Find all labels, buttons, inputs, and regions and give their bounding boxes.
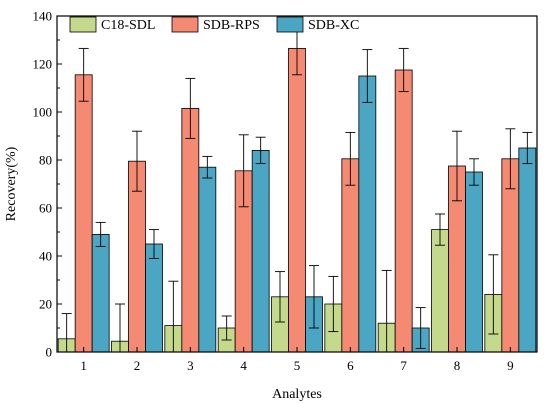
y-axis-title: Recovery(%) — [4, 146, 19, 221]
legend-label-c18-sdl: C18-SDL — [101, 18, 155, 33]
bar-sdb-xc-3 — [198, 166, 217, 353]
y-tick-label-120: 120 — [33, 57, 53, 72]
bar-sdb-xc-6 — [358, 75, 377, 353]
x-tick-label-2: 2 — [134, 358, 141, 373]
error-bar-sdb-rps-1 — [78, 47, 89, 102]
error-bar-sdb-rps-3 — [185, 77, 196, 139]
y-tick-label-0: 0 — [46, 345, 53, 360]
y-tick-label-20: 20 — [39, 297, 52, 312]
error-bar-sdb-xc-7 — [415, 307, 426, 349]
error-bar-sdb-rps-8 — [452, 130, 462, 202]
bar-c18-sdl-8 — [431, 229, 449, 353]
error-bar-c18-sdl-6 — [328, 275, 339, 333]
error-bar-c18-sdl-4 — [221, 315, 232, 341]
legend-item-c18-sdl: C18-SDL — [69, 16, 155, 33]
error-bar-sdb-rps-4 — [238, 134, 249, 208]
error-bars-layer — [61, 21, 533, 353]
error-bar-sdb-xc-1 — [95, 221, 106, 247]
legend-swatch-sdb-rps — [171, 16, 199, 33]
legend-item-sdb-xc: SDB-XC — [276, 16, 359, 33]
y-tick-label-140: 140 — [33, 9, 53, 24]
legend-label-sdb-rps: SDB-RPS — [203, 18, 260, 33]
error-bar-sdb-rps-2 — [132, 130, 142, 192]
bar-sdb-xc-8 — [465, 171, 483, 353]
y-tick-label-100: 100 — [33, 105, 53, 120]
error-bar-sdb-rps-7 — [398, 47, 409, 93]
error-bar-c18-sdl-5 — [275, 271, 285, 323]
bar-sdb-rps-7 — [394, 69, 413, 353]
x-axis-title: Analytes — [272, 387, 322, 402]
legend-item-sdb-rps: SDB-RPS — [171, 16, 260, 33]
x-tick-label-5: 5 — [294, 358, 301, 373]
x-tick-label-8: 8 — [454, 358, 461, 373]
x-tick-label-7: 7 — [400, 358, 407, 373]
legend-swatch-c18-sdl — [69, 16, 97, 33]
legend-label-sdb-xc: SDB-XC — [308, 18, 359, 33]
error-bar-sdb-xc-9 — [522, 131, 533, 165]
x-tick-label-1: 1 — [80, 358, 87, 373]
bar-sdb-xc-2 — [145, 243, 163, 353]
legend: C18-SDL SDB-RPS SDB-XC — [69, 16, 359, 33]
legend-swatch-sdb-xc — [276, 16, 304, 33]
y-tick-label-80: 80 — [39, 153, 52, 168]
y-tick-label-60: 60 — [39, 201, 52, 216]
bar-sdb-rps-6 — [341, 158, 360, 353]
error-bar-sdb-xc-2 — [149, 229, 159, 259]
x-tick-label-9: 9 — [507, 358, 514, 373]
bar-sdb-xc-9 — [518, 147, 537, 353]
bar-sdb-xc-4 — [251, 149, 270, 353]
bar-sdb-rps-1 — [74, 74, 93, 353]
x-axis: 1 2 3 4 5 6 7 8 9 — [80, 347, 514, 373]
x-tick-label-6: 6 — [347, 358, 354, 373]
error-bar-sdb-xc-6 — [362, 49, 373, 103]
y-axis: 0 20 40 60 80 100 120 140 — [33, 9, 62, 360]
y-tick-label-40: 40 — [39, 249, 52, 264]
error-bar-sdb-xc-3 — [202, 155, 213, 179]
bar-sdb-rps-3 — [181, 108, 200, 353]
bars-layer — [57, 48, 537, 353]
error-bar-sdb-xc-8 — [469, 158, 479, 186]
bar-sdb-rps-5 — [288, 48, 306, 353]
bar-sdb-xc-1 — [91, 233, 110, 353]
error-bar-sdb-rps-9 — [505, 128, 516, 190]
x-tick-label-3: 3 — [187, 358, 194, 373]
error-bar-sdb-rps-6 — [345, 131, 356, 186]
x-tick-label-4: 4 — [240, 358, 247, 373]
error-bar-sdb-xc-4 — [255, 136, 266, 165]
error-bar-c18-sdl-9 — [488, 254, 499, 335]
error-bar-c18-sdl-8 — [435, 213, 445, 246]
error-bar-sdb-xc-5 — [309, 265, 319, 329]
